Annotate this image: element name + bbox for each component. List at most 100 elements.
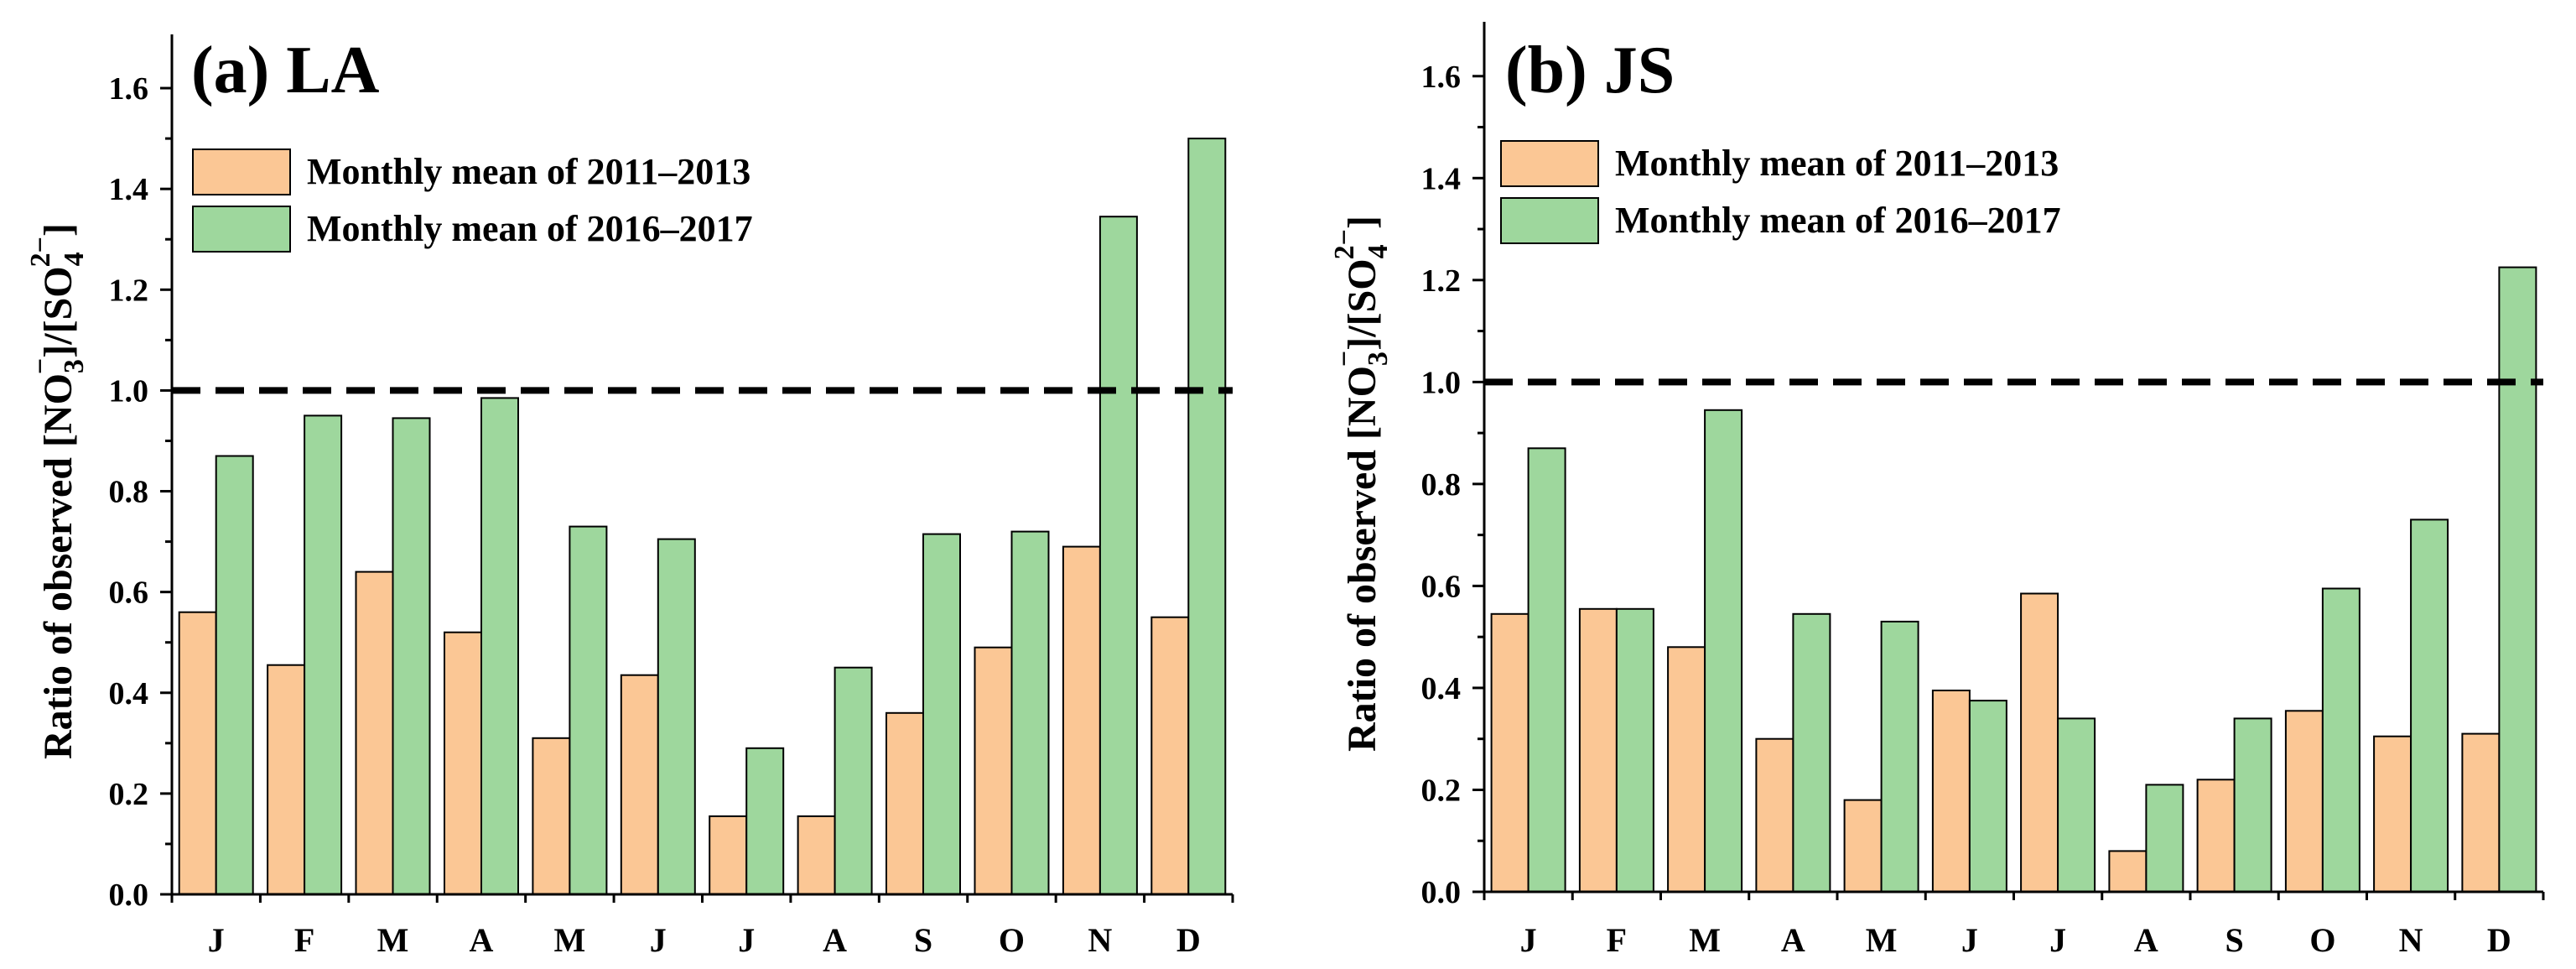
y-tick-label: 0.2 [1421, 773, 1462, 808]
bar-series-b-7 [834, 666, 873, 895]
legend-swatch-series-a [192, 148, 291, 195]
x-tick-label: J [208, 921, 225, 959]
y-axis-label-part: ] [36, 223, 80, 237]
bar-series-b-10 [2410, 518, 2449, 893]
x-tick-label: A [1781, 921, 1805, 959]
legend-label: Monthly mean of 2011–2013 [1615, 143, 2059, 184]
bar-series-a-0 [178, 611, 217, 895]
x-tick-label: D [2487, 921, 2511, 959]
y-tick-label: 1.6 [109, 71, 149, 107]
bar-series-b-10 [1098, 216, 1138, 895]
y-tick-label: 0.4 [109, 676, 149, 711]
bar-series-b-3 [480, 397, 519, 895]
bar-series-b-9 [1010, 530, 1050, 895]
y-tick-label: 1.2 [1421, 263, 1462, 299]
bar-series-a-4 [1843, 799, 1883, 893]
x-tick-label: J [1520, 921, 1537, 959]
chart-panel-js: 0.0 0.2 0.4 0.6 0.8 1.0 1.2 1.4 1.6 J F M A M J J A S O N D (… [1329, 22, 2545, 959]
bar-series-b-0 [215, 455, 254, 895]
x-tick-label: S [914, 921, 932, 959]
y-tick-label: 0.0 [109, 878, 149, 913]
x-tick-label: A [470, 921, 494, 959]
y-axis-label-part: ]/[SO [36, 266, 80, 357]
y-tick-label: 0.0 [1421, 875, 1462, 910]
chart-title: (a) LA [191, 34, 380, 107]
bar-series-b-9 [2321, 587, 2360, 893]
x-tick-label: F [294, 921, 314, 959]
y-tick-label: 0.8 [109, 475, 149, 510]
y-axis-label-part: 3 [1363, 352, 1394, 366]
y-axis-label-part: Ratio of observed [NO [36, 373, 80, 759]
x-tick-label: J [2049, 921, 2066, 959]
x-tick-label: J [650, 921, 667, 959]
legend-swatch-series-b [1500, 197, 1599, 244]
y-axis-label: Ratio of observed [NO3−]/[SO42−] [1329, 216, 1394, 752]
bar-series-a-7 [2108, 850, 2148, 893]
y-axis-label-part: 4 [1363, 244, 1394, 258]
bar-series-b-7 [2145, 784, 2184, 893]
x-tick-label: S [2225, 921, 2244, 959]
bar-series-b-1 [1615, 607, 1654, 893]
bar-series-a-11 [1150, 616, 1190, 895]
bar-series-a-8 [886, 711, 924, 895]
bar-series-a-10 [1062, 545, 1101, 895]
bar-series-b-0 [1527, 447, 1566, 893]
bar-series-a-3 [1755, 737, 1794, 893]
bar-series-b-11 [2498, 266, 2537, 893]
legend-swatch-series-a [1500, 140, 1599, 187]
bar-series-a-1 [267, 664, 306, 895]
bar-series-b-11 [1187, 138, 1227, 896]
x-tick-label: M [1689, 921, 1721, 959]
bar-series-b-2 [1704, 409, 1743, 893]
bar-series-a-0 [1490, 612, 1530, 893]
y-tick-label: 1.0 [1421, 365, 1462, 400]
legend-label: Monthly mean of 2016–2017 [307, 208, 753, 249]
y-axis-label-part: 4 [59, 252, 90, 266]
y-axis-label: Ratio of observed [NO3−]/[SO42−] [25, 223, 90, 759]
y-axis-label-part: 2− [25, 237, 56, 267]
bar-series-a-7 [797, 815, 836, 896]
y-axis-label-part: ]/[SO [1340, 258, 1384, 350]
bar-series-a-8 [2196, 779, 2236, 893]
y-tick-label: 0.6 [109, 576, 149, 611]
bar-series-a-5 [1931, 690, 1971, 893]
bar-series-b-6 [2057, 717, 2096, 893]
y-tick-label: 0.4 [1421, 671, 1462, 706]
x-tick-label: N [2399, 921, 2423, 959]
x-tick-label: O [2309, 921, 2335, 959]
bar-series-a-4 [532, 737, 571, 895]
bar-series-a-10 [2373, 735, 2412, 893]
bar-series-a-11 [2461, 732, 2501, 893]
x-tick-label: F [1607, 921, 1627, 959]
legend-swatch-series-b [192, 206, 291, 253]
y-tick-label: 1.6 [1421, 60, 1462, 95]
bar-series-b-5 [1968, 700, 2007, 893]
bar-series-b-4 [1880, 620, 1919, 893]
bar-series-b-8 [922, 533, 961, 895]
legend-label: Monthly mean of 2016–2017 [1615, 200, 2061, 241]
bar-series-b-2 [392, 417, 431, 895]
y-tick-label: 0.8 [1421, 467, 1462, 503]
bar-series-a-6 [2020, 592, 2059, 893]
y-axis-label-part: ] [1340, 216, 1384, 229]
y-tick-label: 1.0 [109, 373, 149, 409]
x-tick-label: J [1961, 921, 1978, 959]
bar-series-b-6 [745, 747, 785, 895]
x-tick-label: M [377, 921, 409, 959]
bar-series-a-9 [974, 646, 1013, 895]
y-axis-label-part: Ratio of observed [NO [1340, 366, 1384, 752]
x-tick-label: D [1176, 921, 1201, 959]
bar-series-b-5 [657, 538, 696, 895]
legend-label: Monthly mean of 2011–2013 [307, 151, 750, 192]
bar-series-b-8 [2233, 717, 2272, 893]
x-tick-label: M [553, 921, 585, 959]
bar-series-a-2 [1667, 646, 1706, 893]
x-tick-label: N [1088, 921, 1112, 959]
bar-series-a-2 [355, 570, 394, 895]
y-tick-label: 1.2 [109, 273, 149, 308]
bar-series-a-6 [709, 815, 748, 896]
x-tick-label: A [823, 921, 847, 959]
y-tick-label: 1.4 [109, 172, 149, 207]
bar-series-b-1 [304, 414, 343, 895]
